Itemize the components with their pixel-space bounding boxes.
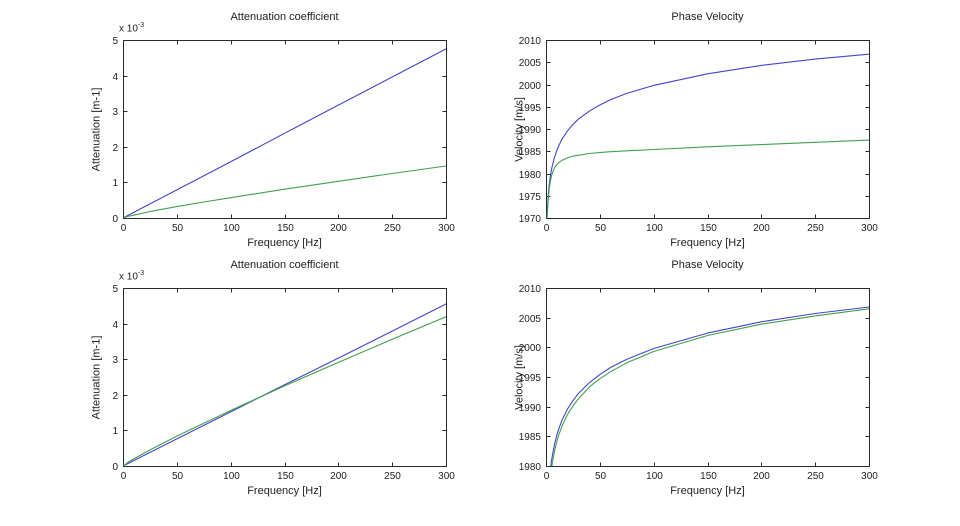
series-line-blue-dispersive (550, 306, 869, 466)
y-tick-label: 2010 (519, 284, 542, 295)
x-tick-label: 250 (384, 223, 401, 234)
x-axis-label: Frequency [Hz] (247, 237, 322, 249)
x-tick-label: 0 (544, 471, 550, 482)
plot-title: Attenuation coefficient (230, 11, 339, 23)
plot-svg: 0 50 100 150 200 250 300 1980 1985 1990 1995 2000 20… (519, 284, 879, 482)
y-tick-label: 1980 (519, 170, 542, 181)
plot-title: Phase Velocity (671, 259, 744, 271)
x-tick-label: 300 (438, 223, 455, 234)
x-tick-label: 50 (595, 471, 607, 482)
x-tick-label: 300 (861, 471, 878, 482)
subplot-attenuation-bottom: Attenuation coefficient x 10-3 Attenuati… (68, 258, 461, 506)
x-axis-label: Frequency [Hz] (670, 485, 745, 497)
subplot-phase-velocity-bottom: Phase Velocity Velocity [m/s] Frequency … (491, 258, 884, 506)
subplot-phase-velocity-top: Phase Velocity Velocity [m/s] Frequency … (491, 10, 884, 258)
x-tick-label: 100 (646, 471, 663, 482)
y-axis-scale-label: x 10-3 (119, 270, 145, 283)
axis-box (546, 40, 870, 219)
y-tick-label: 1990 (519, 125, 542, 136)
x-tick-label: 0 (121, 471, 127, 482)
x-tick-label: 150 (277, 471, 294, 482)
series-line-green-powerlaw (123, 165, 446, 218)
y-tick-label: 2 (112, 391, 118, 402)
series-line-green-dispersive (551, 308, 869, 466)
x-tick-label: 250 (384, 471, 401, 482)
plot-svg: 0 50 100 150 200 250 300 0 1 2 3 4 5 (112, 284, 455, 482)
y-tick-label: 4 (112, 72, 118, 83)
x-axis-label: Frequency [Hz] (670, 237, 745, 249)
x-axis-label: Frequency [Hz] (247, 485, 322, 497)
x-tick-label: 100 (646, 223, 663, 234)
y-tick-label: 2010 (519, 36, 542, 47)
y-tick-label: 1995 (519, 103, 542, 114)
series-line-blue-linear (123, 48, 446, 218)
x-tick-label: 50 (595, 223, 607, 234)
y-tick-label: 1990 (519, 403, 542, 414)
plot-title: Attenuation coefficient (230, 259, 339, 271)
plot-svg: 0 50 100 150 200 250 300 1970 1975 1980 1985 1990 19… (519, 36, 879, 234)
x-tick-label: 200 (330, 471, 347, 482)
y-tick-label: 2000 (519, 81, 542, 92)
y-tick-label: 2 (112, 143, 118, 154)
y-tick-label: 2005 (519, 314, 542, 325)
axis-box (123, 40, 447, 219)
y-tick-label: 3 (112, 355, 118, 366)
y-tick-label: 5 (112, 284, 118, 295)
plot-svg: 0 50 100 150 200 250 300 0 1 2 3 4 5 (112, 36, 455, 234)
y-tick-label: 1 (112, 426, 118, 437)
y-tick-label: 3 (112, 107, 118, 118)
plot-title: Phase Velocity (671, 11, 744, 23)
x-tick-label: 0 (544, 223, 550, 234)
y-tick-label: 1975 (519, 192, 542, 203)
y-tick-label: 1995 (519, 373, 542, 384)
y-tick-label: 1985 (519, 147, 542, 158)
x-tick-label: 200 (753, 223, 770, 234)
series-line-blue-linear (123, 303, 446, 466)
y-tick-label: 1970 (519, 214, 542, 225)
x-tick-label: 50 (172, 223, 184, 234)
x-tick-label: 100 (223, 223, 240, 234)
y-tick-label: 0 (112, 462, 118, 473)
x-tick-label: 300 (861, 223, 878, 234)
y-tick-label: 2000 (519, 343, 542, 354)
series-line-green-powerlaw (123, 316, 446, 466)
x-tick-label: 100 (223, 471, 240, 482)
y-axis-scale-label: x 10-3 (119, 22, 145, 35)
series-line-blue-dispersive (546, 53, 869, 217)
x-tick-label: 0 (121, 223, 127, 234)
axis-box (123, 288, 447, 467)
x-tick-label: 300 (438, 471, 455, 482)
x-tick-label: 200 (330, 223, 347, 234)
y-tick-label: 1980 (519, 462, 542, 473)
y-tick-label: 1 (112, 178, 118, 189)
x-tick-label: 50 (172, 471, 184, 482)
x-tick-label: 250 (807, 471, 824, 482)
x-tick-label: 150 (277, 223, 294, 234)
y-tick-label: 1985 (519, 432, 542, 443)
series-line-green-dispersive (546, 139, 869, 218)
x-tick-label: 250 (807, 223, 824, 234)
y-tick-label: 0 (112, 214, 118, 225)
y-tick-label: 2005 (519, 58, 542, 69)
subplot-attenuation-top: Attenuation coefficient x 10-3 Attenuati… (68, 10, 461, 258)
x-tick-label: 150 (700, 471, 717, 482)
y-tick-label: 4 (112, 320, 118, 331)
x-tick-label: 200 (753, 471, 770, 482)
y-tick-label: 5 (112, 36, 118, 47)
x-tick-label: 150 (700, 223, 717, 234)
